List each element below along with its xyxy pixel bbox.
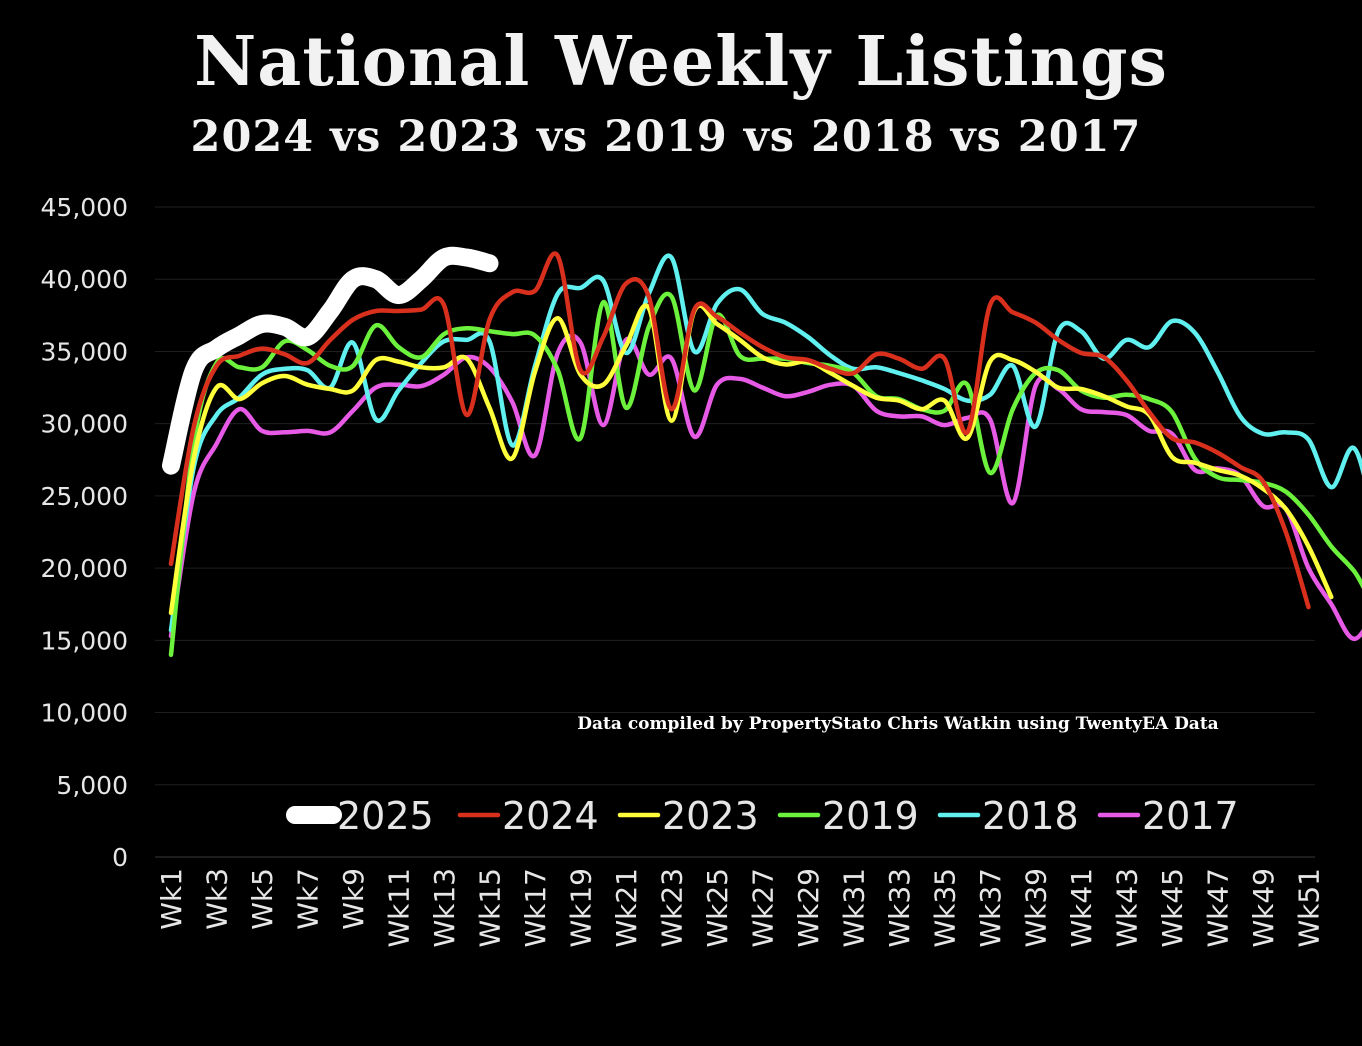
- series-line-2023: [168, 303, 1334, 616]
- chart-title: National Weekly Listings: [194, 22, 1168, 102]
- x-tick-label: Wk9: [337, 868, 370, 930]
- x-tick-label: Wk31: [838, 868, 871, 948]
- x-tick-label: Wk29: [792, 868, 825, 948]
- x-tick-label: Wk7: [292, 868, 325, 930]
- x-tick-label: Wk3: [201, 868, 234, 930]
- legend-label-2024: 2024: [502, 794, 599, 838]
- x-tick-label: Wk47: [1202, 868, 1235, 948]
- legend-label-2019: 2019: [822, 794, 919, 838]
- y-tick-label: 35,000: [41, 337, 128, 366]
- x-tick-label: Wk21: [610, 868, 643, 948]
- y-tick-label: 5,000: [56, 771, 128, 800]
- x-tick-label: Wk37: [974, 868, 1007, 948]
- x-tick-label: Wk45: [1156, 868, 1189, 948]
- y-tick-label: 20,000: [41, 554, 128, 583]
- legend: 2025 2024 2023 2019 2018 2017: [286, 794, 1239, 838]
- y-tick-label: 15,000: [41, 626, 128, 655]
- y-tick-label: 30,000: [41, 410, 128, 439]
- chart-subtitle: 2024 vs 2023 vs 2019 vs 2018 vs 2017: [190, 112, 1142, 162]
- legend-label-2017: 2017: [1142, 794, 1239, 838]
- x-tick-label: Wk49: [1247, 868, 1280, 948]
- x-axis-ticks: Wk1 Wk3 Wk5 Wk7 Wk9 Wk11 Wk13 Wk15 Wk17 Wk19 Wk21 W…: [155, 868, 1326, 948]
- x-tick-label: Wk41: [1065, 868, 1098, 948]
- x-tick-label: Wk27: [747, 868, 780, 948]
- y-tick-label: 0: [112, 843, 128, 872]
- x-tick-label: Wk11: [383, 868, 416, 948]
- x-tick-label: Wk1: [155, 868, 188, 930]
- x-tick-label: Wk5: [246, 868, 279, 930]
- y-tick-label: 40,000: [41, 265, 128, 294]
- series-line-2017: [168, 333, 1362, 642]
- x-tick-label: Wk43: [1111, 868, 1144, 948]
- legend-label-2023: 2023: [662, 794, 759, 838]
- x-tick-label: Wk25: [701, 868, 734, 948]
- data-source-annotation: Data compiled by PropertyStato Chris Wat…: [577, 714, 1218, 734]
- y-axis-ticks: 0 5,000 10,000 15,000 20,000 25,000 30,000 35,0…: [41, 193, 128, 872]
- x-tick-label: Wk19: [565, 868, 598, 948]
- x-tick-label: Wk23: [656, 868, 689, 948]
- legend-label-2025: 2025: [337, 794, 434, 838]
- x-tick-label: Wk35: [929, 868, 962, 948]
- series-line-2018: [168, 253, 1362, 633]
- x-tick-label: Wk39: [1020, 868, 1053, 948]
- legend-label-2018: 2018: [982, 794, 1079, 838]
- x-tick-label: Wk51: [1293, 868, 1326, 948]
- y-tick-label: 10,000: [41, 699, 128, 728]
- x-tick-label: Wk33: [883, 868, 916, 948]
- x-tick-label: Wk17: [519, 868, 552, 948]
- x-tick-label: Wk15: [474, 868, 507, 948]
- y-tick-label: 45,000: [41, 193, 128, 222]
- x-tick-label: Wk13: [428, 868, 461, 948]
- series-line-2024: [168, 251, 1311, 610]
- series-lines: [162, 246, 1362, 658]
- y-tick-label: 25,000: [41, 482, 128, 511]
- series-line-2025: [162, 246, 499, 475]
